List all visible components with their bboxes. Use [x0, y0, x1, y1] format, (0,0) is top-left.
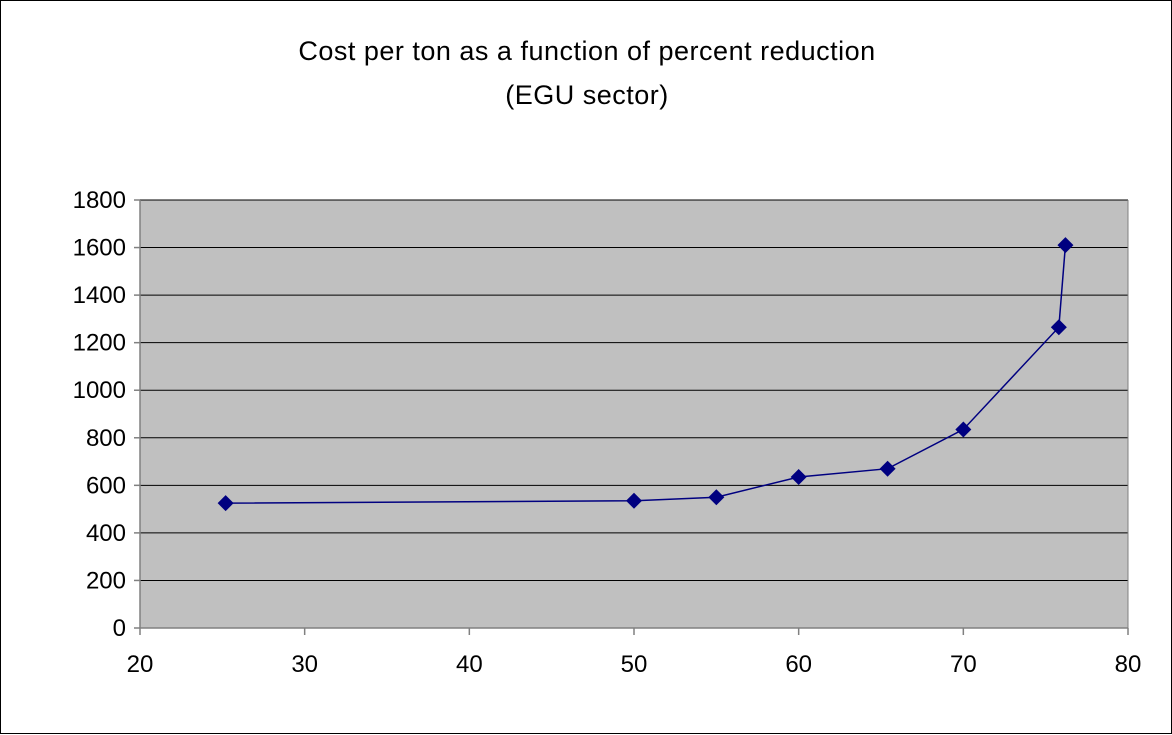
series-line [225, 245, 1067, 504]
chart-title: Cost per ton as a function of percent re… [298, 36, 876, 66]
y-tick-label: 1800 [73, 187, 126, 214]
y-tick-label: 1200 [73, 330, 126, 357]
y-tick-label: 800 [86, 425, 126, 452]
data-point [708, 489, 725, 506]
x-tick-label: 30 [291, 651, 318, 678]
data-point [1057, 237, 1074, 254]
x-tick-label: 20 [127, 651, 154, 678]
y-tick-label: 1600 [73, 235, 126, 262]
data-point [790, 469, 807, 486]
chart-title-block: Cost per ton as a function of percent re… [1, 29, 1172, 117]
data-point [879, 460, 896, 477]
x-tick-label: 60 [785, 651, 812, 678]
y-tick-label: 1400 [73, 282, 126, 309]
y-tick-label: 0 [113, 615, 126, 642]
x-tick-label: 70 [950, 651, 977, 678]
y-tick-label: 200 [86, 567, 126, 594]
data-point [626, 492, 642, 509]
data-point [1050, 319, 1067, 336]
x-tick-label: 80 [1115, 651, 1142, 678]
y-tick-label: 400 [86, 520, 126, 547]
plot-area [140, 200, 1128, 628]
x-tick-label: 40 [456, 651, 483, 678]
data-point [955, 421, 972, 438]
x-tick-label: 50 [621, 651, 648, 678]
data-point [217, 495, 234, 512]
y-tick-label: 600 [86, 472, 126, 499]
chart-subtitle: (EGU sector) [505, 80, 669, 110]
y-tick-label: 1000 [73, 377, 126, 404]
